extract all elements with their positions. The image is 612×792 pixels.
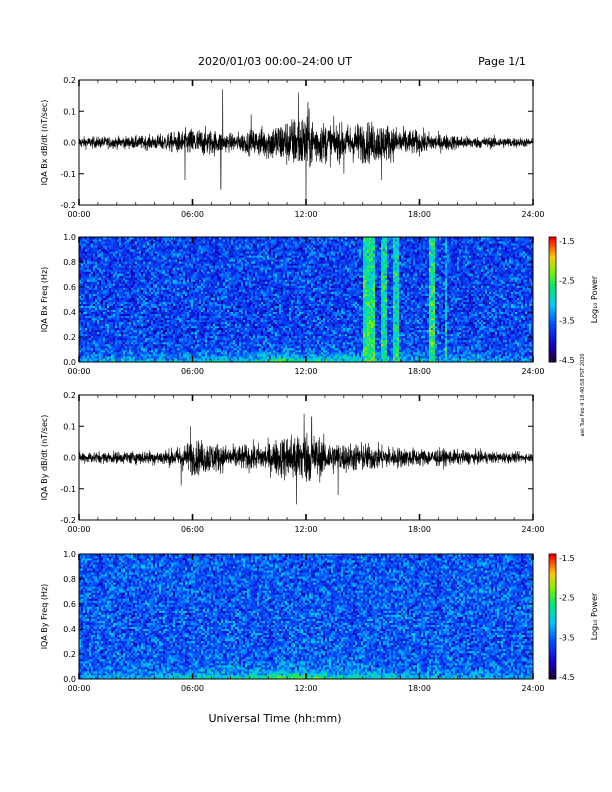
waveform-1 — [79, 89, 533, 205]
y-tick-label: 0.2 — [63, 76, 76, 85]
x-tick-label: 24:00 — [521, 210, 544, 219]
side-note: ask Tue Feb 4 18:40:58 PST 2020 — [580, 353, 586, 436]
x-tick-label: 18:00 — [408, 210, 431, 219]
x-tick-label: 12:00 — [294, 210, 317, 219]
panel-1: 00:00 06:00 12:00 18:00 24:00 0.2 0.1 0.0 -0.1 -0… — [40, 76, 545, 219]
panels: 00:00 06:00 12:00 18:00 24:00 0.2 0.1 0.0 -0.1 -0… — [40, 76, 599, 693]
figure-title: 2020/01/03 00:00–24:00 UT — [198, 55, 352, 68]
x-tick-label: 06:00 — [181, 210, 204, 219]
figure: 2020/01/03 00:00–24:00 UT Page 1/1 ask T… — [0, 0, 612, 792]
x-axis-label: Universal Time (hh:mm) — [209, 712, 342, 725]
y-tick-label: 0.1 — [63, 107, 76, 116]
spectrogram-2 — [79, 237, 533, 362]
y-tick-label: -0.1 — [60, 170, 76, 179]
y-tick-label: -0.2 — [60, 201, 76, 210]
y-axis-label: IQA Bx dB/dt (nT/sec) — [40, 100, 49, 186]
x-tick-label: 00:00 — [67, 210, 90, 219]
y-tick-label: 0.0 — [63, 139, 76, 148]
page-indicator: Page 1/1 — [478, 55, 526, 68]
